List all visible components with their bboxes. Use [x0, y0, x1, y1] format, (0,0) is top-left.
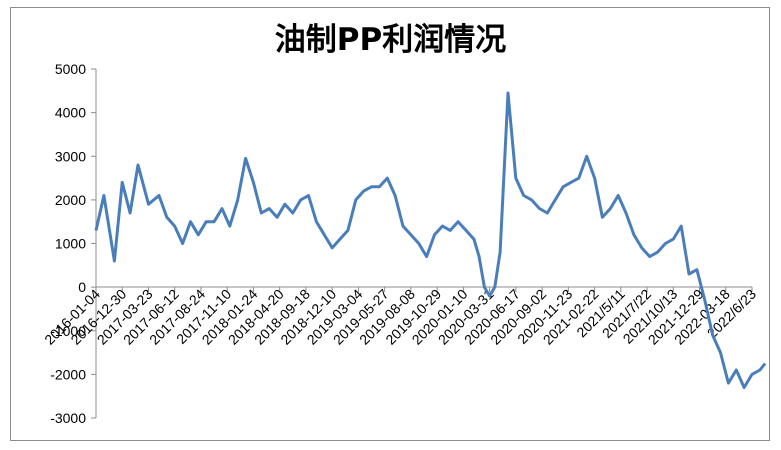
y-tick-label: 0 [78, 279, 86, 295]
y-tick-label: 4000 [55, 105, 86, 121]
series-line [94, 91, 767, 389]
y-tick-label: 2000 [55, 192, 86, 208]
plot-area [94, 91, 767, 389]
y-tick-label: -1000 [50, 323, 86, 339]
chart-title: 油制PP利润情况 [274, 22, 507, 58]
y-tick-label: -3000 [50, 410, 86, 426]
y-tick-label: 1000 [55, 236, 86, 252]
y-tick-label: 5000 [55, 61, 86, 77]
x-axis: 2016-01-042016-12-302017-03-232017-06-12… [41, 286, 759, 348]
y-tick-label: -2000 [50, 366, 86, 382]
y-axis: 5000 4000 3000 2000 1000 0 -1000 -2000 -3000 [50, 61, 97, 426]
chart-frame [10, 7, 770, 441]
y-tick-label: 3000 [55, 148, 86, 164]
